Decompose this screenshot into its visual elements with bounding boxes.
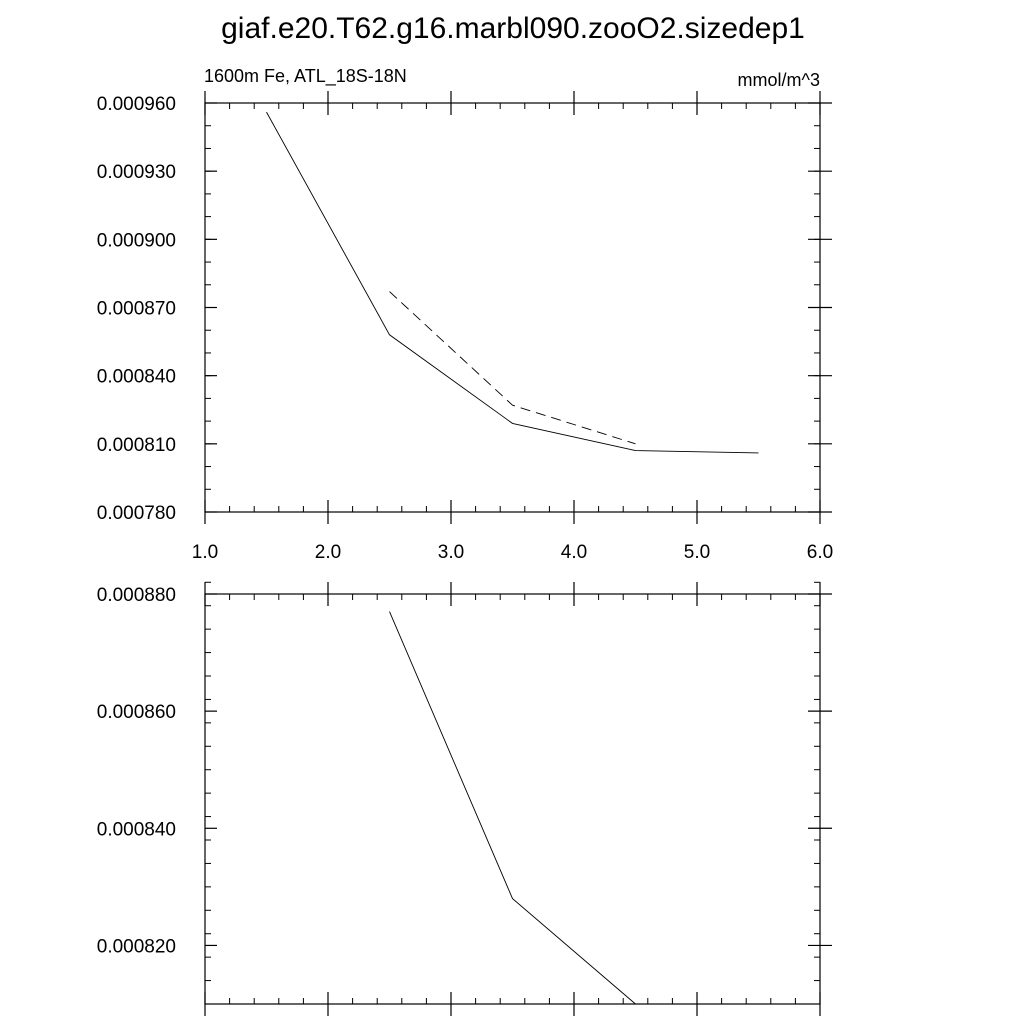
x-tick-label: 4.0 <box>561 542 587 563</box>
y-tick-label: 0.000810 <box>97 435 176 456</box>
plot-panel-2: 0.000820 0.000840 0.000860 0.000880 <box>97 581 832 1016</box>
y-tick-label: 0.000820 <box>97 936 176 957</box>
plot-panels: 1.0 2.0 3.0 4.0 5.0 6.0 0.000780 0.000810 0.0008… <box>97 91 833 1016</box>
y-tick-label: 0.000900 <box>97 230 176 251</box>
panel-1-units-label: mmol/m^3 <box>738 70 820 90</box>
plot-frame-1 <box>204 102 821 513</box>
x-tick-label: 5.0 <box>684 542 710 563</box>
y-tick-label: 0.000880 <box>97 585 176 606</box>
series-line-1-1 <box>266 111 759 454</box>
x-tick-label: 3.0 <box>438 542 464 563</box>
y-tick-label: 0.000780 <box>97 503 176 524</box>
series-line-1-2 <box>389 291 636 445</box>
y-tick-label: 0.000930 <box>97 162 176 183</box>
x-tick-label: 6.0 <box>807 542 833 563</box>
y-tick-label: 0.000860 <box>97 702 176 723</box>
series-line-2-1 <box>389 611 636 1005</box>
chart-title: giaf.e20.T62.g16.marbl090.zooO2.sizedep1 <box>221 12 805 45</box>
panel-1-left-label: 1600m Fe, ATL_18S-18N <box>204 66 407 87</box>
y-tick-label: 0.000840 <box>97 819 176 840</box>
y-tick-label: 0.000840 <box>97 367 176 388</box>
y-tick-label: 0.000960 <box>97 94 176 115</box>
plot-panel-1: 1.0 2.0 3.0 4.0 5.0 6.0 0.000780 0.000810 0.0008… <box>97 91 833 563</box>
x-tick-label: 1.0 <box>192 542 218 563</box>
plot-frame-2 <box>204 593 821 1005</box>
y-tick-label: 0.000870 <box>97 299 176 320</box>
x-tick-label: 2.0 <box>315 542 341 563</box>
